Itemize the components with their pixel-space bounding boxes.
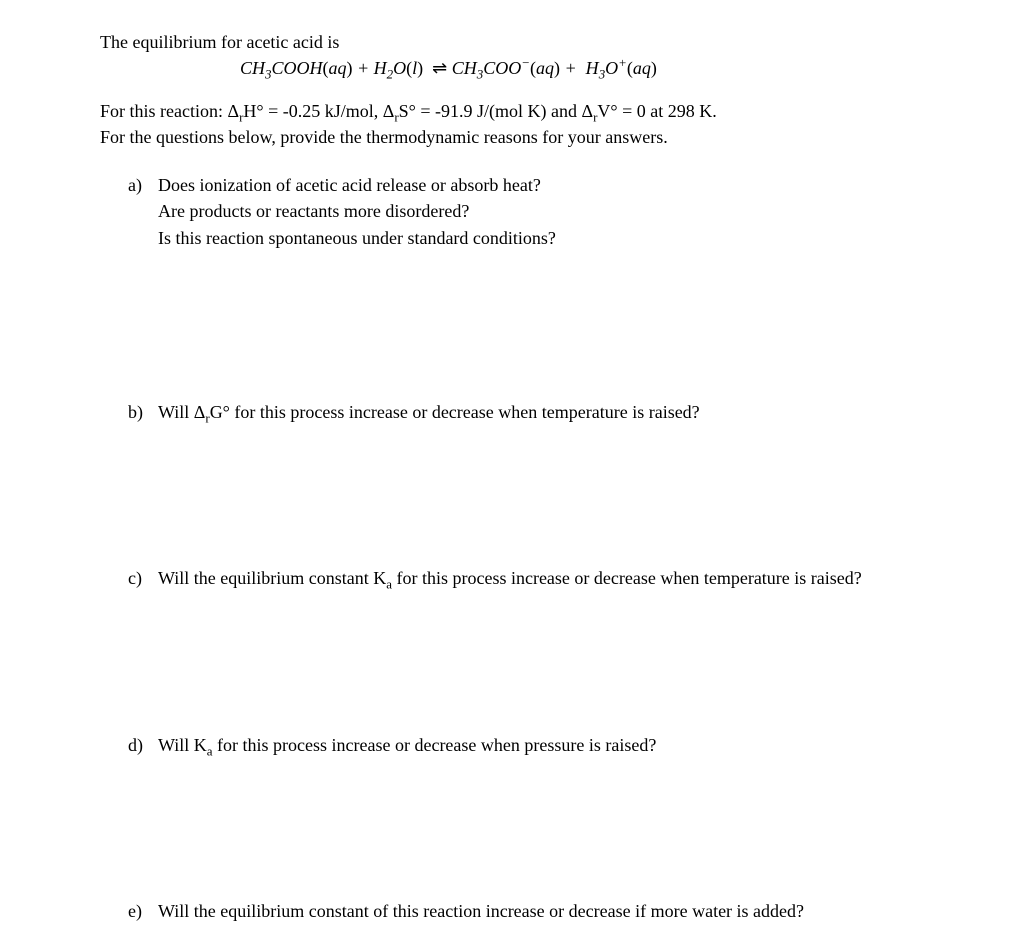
- answer-space-c: [100, 601, 924, 733]
- question-e-letter: e): [128, 899, 158, 925]
- question-e-body: Will the equilibrium constant of this re…: [158, 899, 924, 925]
- answer-space-a: [100, 260, 924, 400]
- question-e: e) Will the equilibrium constant of this…: [100, 899, 924, 925]
- intro-text: The equilibrium for acetic acid is: [100, 30, 924, 54]
- question-b-text: Will ΔrG° for this process increase or d…: [158, 400, 924, 424]
- question-d: d) Will Ka for this process increase or …: [100, 733, 924, 759]
- given-values: For this reaction: ΔrH° = -0.25 kJ/mol, …: [100, 99, 924, 123]
- question-d-letter: d): [128, 733, 158, 759]
- question-d-body: Will Ka for this process increase or dec…: [158, 733, 924, 759]
- question-b-body: Will ΔrG° for this process increase or d…: [158, 400, 924, 426]
- question-c-body: Will the equilibrium constant Ka for thi…: [158, 566, 924, 592]
- equilibrium-equation: CH3COOH(aq) + H2O(l) ⇌ CH3COO−(aq) + H3O…: [100, 56, 924, 80]
- question-c-text: Will the equilibrium constant Ka for thi…: [158, 566, 924, 590]
- question-a-body: Does ionization of acetic acid release o…: [158, 173, 924, 252]
- question-a-letter: a): [128, 173, 158, 252]
- question-c-letter: c): [128, 566, 158, 592]
- question-a-line1: Does ionization of acetic acid release o…: [158, 173, 924, 197]
- question-a-line2: Are products or reactants more disordere…: [158, 199, 924, 223]
- instruction-text: For the questions below, provide the the…: [100, 125, 924, 149]
- question-e-text: Will the equilibrium constant of this re…: [158, 899, 924, 923]
- answer-space-d: [100, 767, 924, 899]
- question-b-letter: b): [128, 400, 158, 426]
- answer-space-b: [100, 434, 924, 566]
- question-a: a) Does ionization of acetic acid releas…: [100, 173, 924, 252]
- question-c: c) Will the equilibrium constant Ka for …: [100, 566, 924, 592]
- question-a-line3: Is this reaction spontaneous under stand…: [158, 226, 924, 250]
- question-d-text: Will Ka for this process increase or dec…: [158, 733, 924, 757]
- question-b: b) Will ΔrG° for this process increase o…: [100, 400, 924, 426]
